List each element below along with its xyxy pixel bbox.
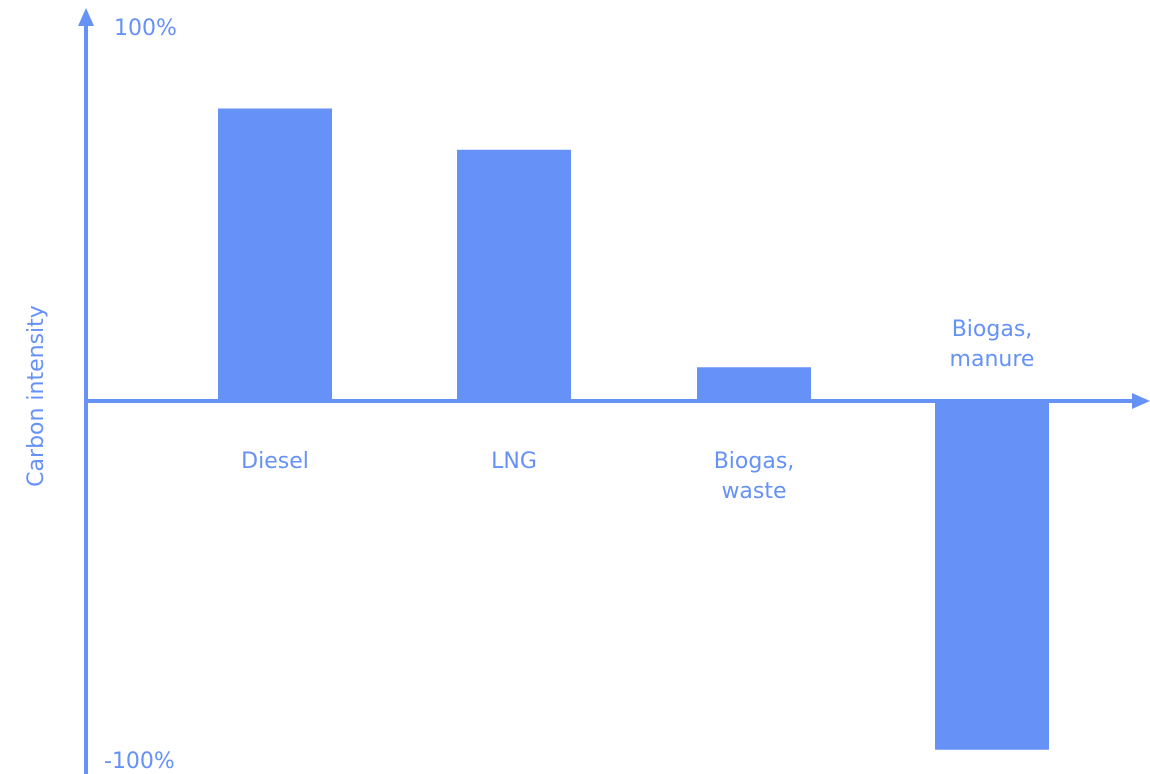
- bar-diesel: [218, 108, 332, 401]
- category-label-lng: LNG: [491, 449, 537, 474]
- labels-group: 100% -100% Carbon intensity Diesel LNG Bio…: [24, 16, 1034, 774]
- y-tick-label-bottom: -100%: [104, 749, 175, 774]
- y-axis-label: Carbon intensity: [24, 305, 49, 487]
- category-label-line: LNG: [491, 449, 537, 474]
- y-tick-label-top: 100%: [114, 16, 177, 41]
- bar-biogas-manure: [935, 401, 1049, 750]
- category-label-line: Biogas,: [714, 449, 795, 474]
- category-label-biogas-manure: Biogas, manure: [950, 317, 1035, 372]
- category-label-line: Diesel: [241, 449, 309, 474]
- category-label-line: Biogas,: [952, 317, 1033, 342]
- y-axis-arrow-icon: [78, 8, 94, 26]
- category-label-line: manure: [950, 347, 1035, 372]
- x-axis-arrow-icon: [1132, 393, 1150, 409]
- bars-group: [218, 108, 1049, 750]
- bar-biogas-waste: [697, 367, 811, 401]
- axes-group: [78, 8, 1150, 774]
- bar-lng: [457, 149, 571, 401]
- category-label-biogas-waste: Biogas, waste: [714, 449, 795, 504]
- category-label-diesel: Diesel: [241, 449, 309, 474]
- category-label-line: waste: [721, 479, 786, 504]
